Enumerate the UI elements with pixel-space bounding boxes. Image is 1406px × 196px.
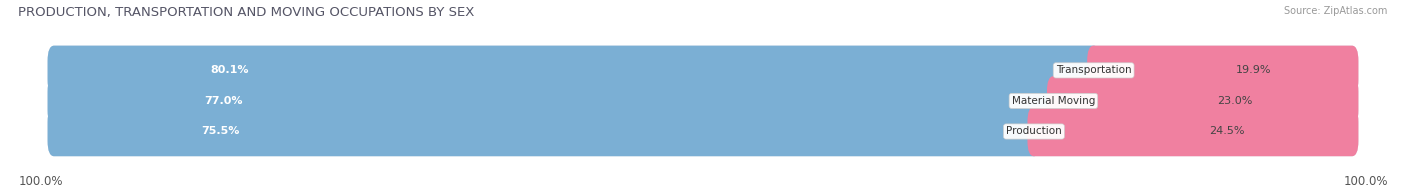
Text: PRODUCTION, TRANSPORTATION AND MOVING OCCUPATIONS BY SEX: PRODUCTION, TRANSPORTATION AND MOVING OC… — [18, 6, 475, 19]
FancyBboxPatch shape — [48, 46, 1099, 95]
Text: Material Moving: Material Moving — [1012, 96, 1095, 106]
Text: 80.1%: 80.1% — [209, 65, 249, 75]
Text: 100.0%: 100.0% — [18, 175, 63, 188]
FancyBboxPatch shape — [48, 76, 1358, 126]
FancyBboxPatch shape — [1047, 76, 1358, 126]
FancyBboxPatch shape — [1028, 107, 1358, 156]
Text: 24.5%: 24.5% — [1209, 126, 1244, 136]
FancyBboxPatch shape — [48, 46, 1358, 95]
Text: 77.0%: 77.0% — [204, 96, 242, 106]
Text: 75.5%: 75.5% — [201, 126, 239, 136]
FancyBboxPatch shape — [48, 107, 1040, 156]
Text: Production: Production — [1007, 126, 1062, 136]
FancyBboxPatch shape — [48, 107, 1358, 156]
FancyBboxPatch shape — [1087, 46, 1358, 95]
Text: 23.0%: 23.0% — [1218, 96, 1253, 106]
Text: Source: ZipAtlas.com: Source: ZipAtlas.com — [1284, 6, 1388, 16]
Text: 19.9%: 19.9% — [1236, 65, 1271, 75]
Text: 100.0%: 100.0% — [1343, 175, 1388, 188]
Text: Transportation: Transportation — [1056, 65, 1132, 75]
FancyBboxPatch shape — [48, 76, 1060, 126]
